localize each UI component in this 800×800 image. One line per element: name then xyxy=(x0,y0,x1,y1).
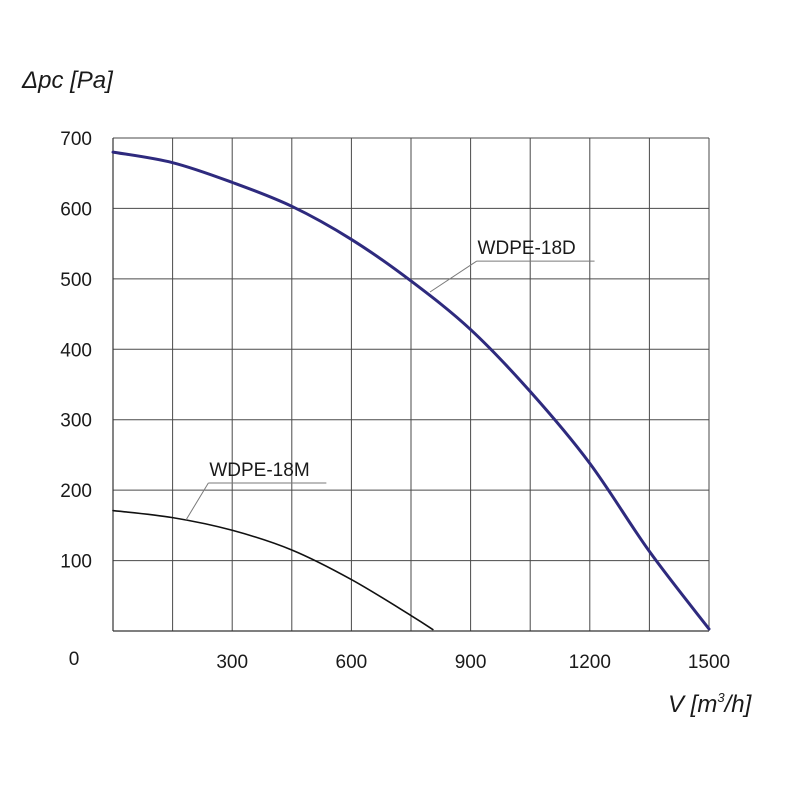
y-tick-200: 200 xyxy=(60,481,92,502)
x-axis-title-tail: /h] xyxy=(723,691,753,718)
x-tick-900: 900 xyxy=(455,652,487,673)
x-axis-title: V [m3/h] xyxy=(668,690,753,718)
y-tick-500: 500 xyxy=(60,270,92,291)
x-tick-1200: 1200 xyxy=(569,652,611,673)
y-tick-300: 300 xyxy=(60,411,92,432)
leader-line-wdpe-18m xyxy=(185,482,209,521)
series-curves xyxy=(111,150,711,631)
origin-label: 0 xyxy=(69,649,80,670)
leader-line-wdpe-18d xyxy=(429,260,477,293)
x-axis-title-main: V [m xyxy=(668,691,717,718)
y-axis-title: Δpc [Pa] xyxy=(21,67,114,94)
y-tick-100: 100 xyxy=(60,552,92,573)
y-tick-600: 600 xyxy=(60,199,92,220)
x-tick-600: 600 xyxy=(336,652,368,673)
series-label-wdpe-18d: WDPE-18D xyxy=(478,238,576,259)
x-tick-300: 300 xyxy=(216,652,248,673)
series-labels: WDPE-18D WDPE-18M xyxy=(185,238,595,521)
plot-frame xyxy=(112,138,709,632)
series-curve-wdpe-18m xyxy=(112,509,434,631)
x-axis-title-superscript: 3 xyxy=(717,690,725,705)
y-tick-labels: 100 200 300 400 500 600 700 xyxy=(60,129,92,573)
x-tick-labels: 300 600 900 1200 1500 xyxy=(216,652,730,673)
series-label-wdpe-18m: WDPE-18M xyxy=(209,460,309,481)
y-tick-700: 700 xyxy=(60,129,92,150)
x-tick-1500: 1500 xyxy=(688,652,730,673)
y-tick-400: 400 xyxy=(60,340,92,361)
grid xyxy=(113,137,710,631)
series-curve-wdpe-18d xyxy=(111,150,711,631)
